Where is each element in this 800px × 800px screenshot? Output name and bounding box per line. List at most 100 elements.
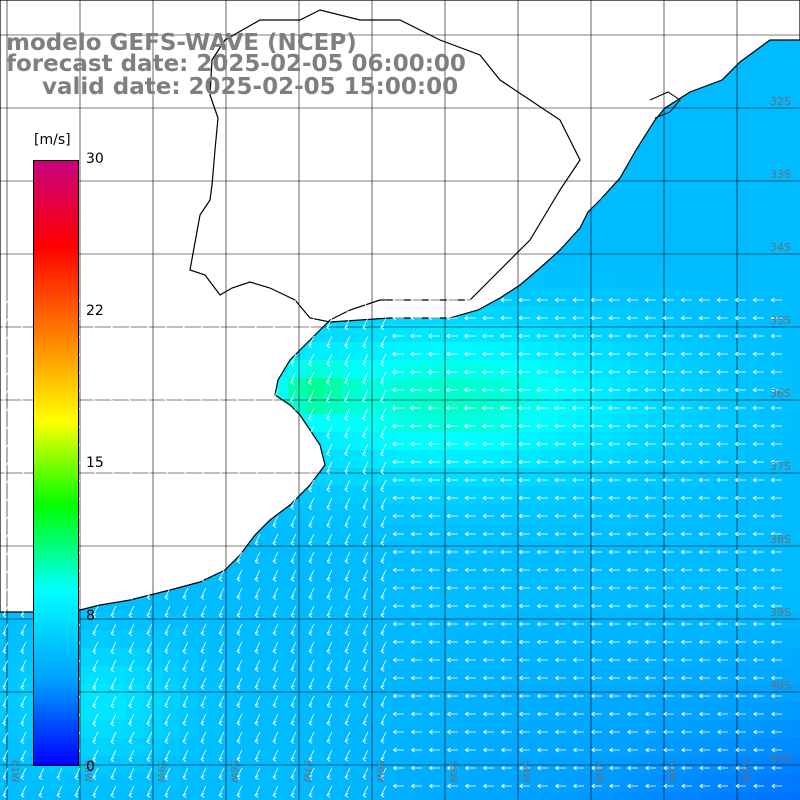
wind-arrow	[361, 425, 369, 439]
wind-arrow	[445, 459, 458, 465]
speed-cell	[576, 540, 594, 558]
speed-cell	[486, 486, 504, 504]
speed-cell	[414, 648, 432, 666]
wind-arrow	[128, 569, 135, 582]
speed-cell	[702, 720, 720, 738]
wind-arrow	[627, 765, 638, 771]
speed-cell	[558, 306, 576, 324]
speed-cell	[666, 288, 684, 306]
wind-arrow	[2, 407, 9, 420]
wind-arrow	[500, 729, 512, 735]
wind-arrow	[626, 315, 638, 321]
wind-arrow	[662, 405, 674, 411]
speed-cell	[540, 792, 558, 800]
speed-cell	[396, 432, 414, 450]
speed-cell	[324, 558, 342, 576]
lat-label: 35S	[770, 314, 791, 327]
wind-arrow	[289, 407, 297, 421]
speed-cell	[558, 684, 576, 702]
speed-cell	[666, 108, 684, 126]
wind-arrow	[379, 425, 387, 439]
speed-cell	[522, 720, 540, 738]
speed-cell	[108, 720, 126, 738]
wind-arrow	[482, 621, 494, 627]
wind-arrow	[572, 657, 584, 663]
speed-cell	[702, 306, 720, 324]
speed-cell	[468, 522, 486, 540]
wind-arrow	[146, 767, 153, 780]
speed-cell	[738, 774, 756, 792]
wind-arrow	[626, 657, 638, 663]
speed-cell	[378, 396, 396, 414]
wind-arrow	[608, 639, 620, 645]
speed-cell	[324, 792, 342, 800]
speed-cell	[540, 576, 558, 594]
speed-cell	[486, 360, 504, 378]
wind-arrow	[254, 731, 261, 744]
wind-arrow	[164, 749, 171, 762]
wind-arrow	[290, 443, 297, 457]
speed-cell	[252, 648, 270, 666]
wind-arrow	[752, 387, 764, 393]
wind-arrow	[716, 495, 728, 501]
wind-arrow	[218, 569, 225, 582]
speed-cell	[594, 360, 612, 378]
wind-arrow	[716, 387, 728, 393]
speed-cell	[72, 792, 90, 800]
wind-arrow	[428, 495, 440, 501]
wind-arrow	[218, 353, 225, 367]
speed-cell	[756, 522, 774, 540]
wind-arrow	[218, 551, 225, 564]
speed-cell	[612, 684, 630, 702]
speed-cell	[324, 342, 342, 360]
speed-cell	[648, 684, 666, 702]
speed-cell	[594, 630, 612, 648]
speed-cell	[648, 720, 666, 738]
wind-arrow	[680, 423, 692, 429]
speed-cell	[378, 504, 396, 522]
wind-arrow	[716, 441, 728, 447]
wind-arrow	[272, 749, 279, 762]
wind-arrow	[626, 459, 638, 465]
wind-arrow	[536, 531, 548, 537]
speed-cell	[18, 792, 36, 800]
speed-cell	[774, 792, 792, 800]
wind-arrow	[236, 479, 243, 492]
speed-cell	[594, 342, 612, 360]
wind-arrow	[554, 333, 566, 339]
wind-arrow	[110, 533, 117, 546]
speed-cell	[414, 666, 432, 684]
wind-arrow	[482, 693, 494, 699]
wind-arrow	[753, 747, 764, 753]
speed-cell	[216, 792, 234, 800]
wind-arrow	[379, 389, 387, 403]
speed-cell	[792, 54, 800, 72]
wind-arrow	[92, 569, 99, 582]
speed-cell	[360, 486, 378, 504]
wind-arrow	[200, 425, 207, 439]
speed-cell	[756, 414, 774, 432]
wind-arrow	[680, 369, 692, 375]
wind-arrow	[326, 641, 333, 654]
wind-arrow	[128, 785, 135, 798]
wind-arrow	[272, 659, 279, 672]
wind-arrow	[464, 675, 476, 681]
wind-arrow	[307, 371, 315, 385]
wind-arrow	[182, 443, 189, 456]
wind-arrow	[236, 371, 243, 385]
wind-arrow	[326, 569, 333, 582]
speed-cell	[594, 648, 612, 666]
lagoon-coast	[649, 91, 681, 119]
wind-arrow	[344, 425, 351, 439]
wind-arrow	[110, 767, 117, 780]
wind-arrow	[464, 567, 476, 573]
speed-cell	[288, 576, 306, 594]
speed-cell	[558, 288, 576, 306]
speed-cell	[558, 432, 576, 450]
wind-arrow	[326, 785, 333, 798]
wind-arrow	[481, 459, 494, 465]
wind-arrow	[500, 567, 512, 573]
wind-arrow	[344, 731, 351, 744]
wind-arrow	[644, 315, 656, 321]
speed-cell	[630, 198, 648, 216]
